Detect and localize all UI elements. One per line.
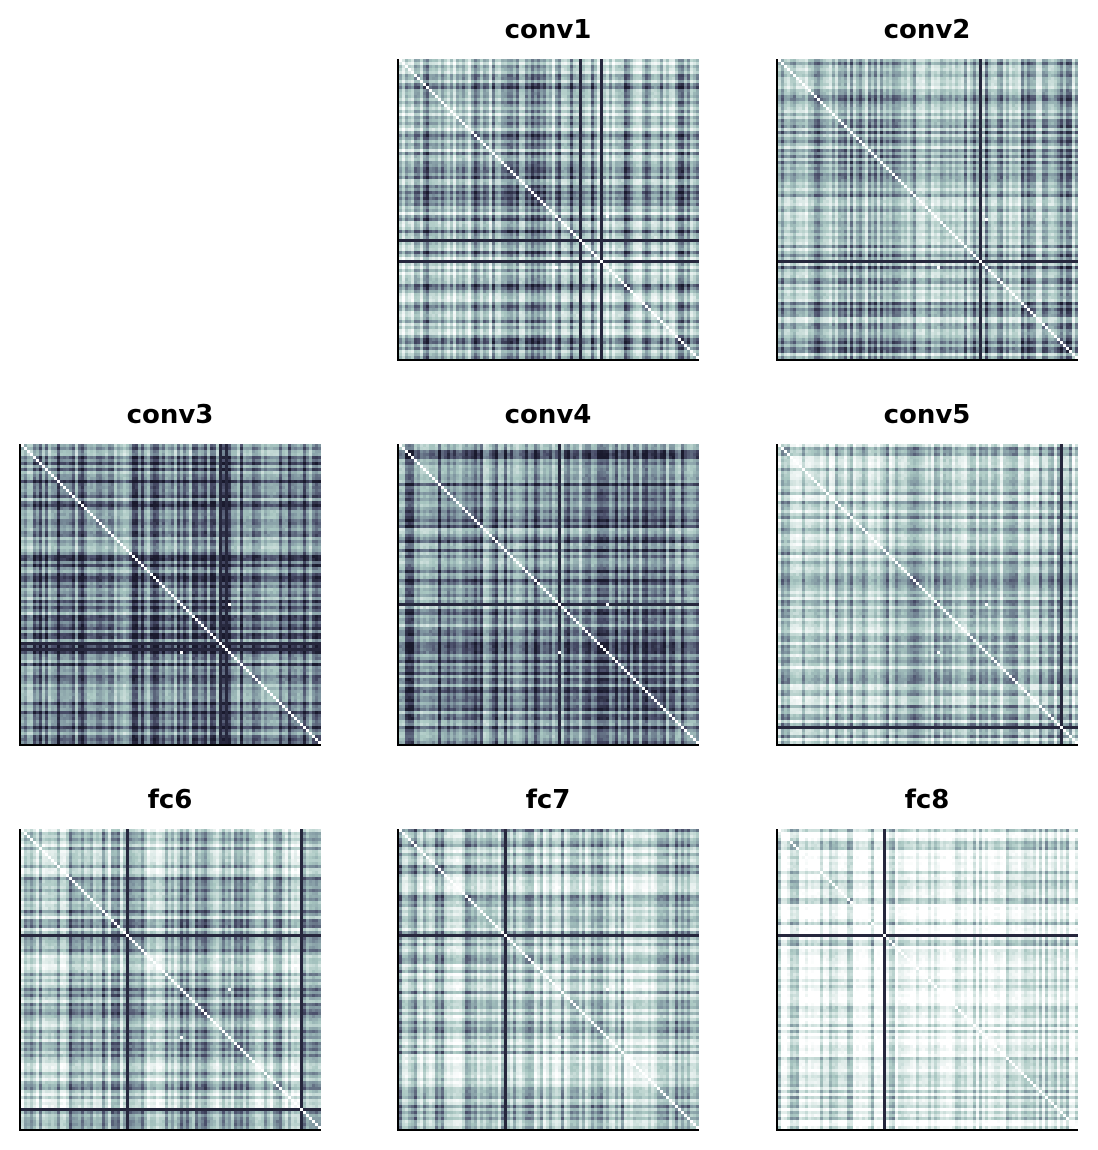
panel-title: conv3: [126, 400, 214, 430]
panel-title: conv5: [883, 400, 971, 430]
panel-title: conv4: [504, 400, 592, 430]
heatmap: [776, 829, 1078, 1131]
heatmap-canvas: [778, 829, 1078, 1129]
heatmap-canvas: [778, 59, 1078, 359]
heatmap: [397, 444, 699, 746]
heatmap: [776, 59, 1078, 361]
panel-title: conv1: [504, 15, 592, 45]
heatmap-canvas: [399, 444, 699, 744]
heatmap: [19, 444, 321, 746]
heatmap-canvas: [21, 829, 321, 1129]
heatmap-canvas: [21, 444, 321, 744]
panel-title: fc8: [904, 785, 950, 815]
heatmap: [397, 59, 699, 361]
panel-title: fc6: [147, 785, 193, 815]
panel-title: fc7: [525, 785, 571, 815]
heatmap-canvas: [399, 829, 699, 1129]
heatmap: [19, 829, 321, 1131]
heatmap-canvas: [399, 59, 699, 359]
heatmap: [397, 829, 699, 1131]
panel-title: conv2: [883, 15, 971, 45]
heatmap-canvas: [778, 444, 1078, 744]
heatmap: [776, 444, 1078, 746]
